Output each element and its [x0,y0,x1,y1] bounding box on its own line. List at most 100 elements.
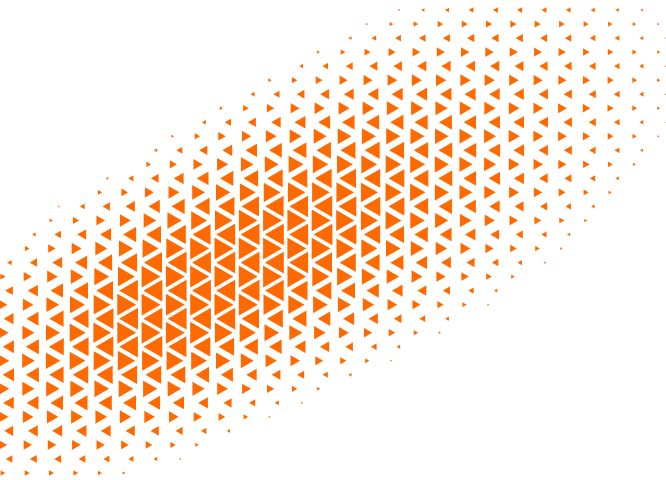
triangle-mark [93,294,111,315]
triangle-mark [411,270,423,283]
triangle-mark [190,265,210,288]
triangle-mark [195,366,210,383]
triangle-mark [461,20,468,28]
triangle-mark [364,141,380,159]
triangle-mark [441,60,451,72]
triangle-mark [563,117,572,128]
triangle-mark [291,77,298,84]
triangle-mark [583,48,590,56]
triangle-mark [313,128,327,144]
triangle-mark [5,286,13,295]
triangle-mark [49,218,53,223]
triangle-mark [4,425,14,437]
triangle-mark [243,170,259,187]
triangle-mark [27,284,38,297]
triangle-mark [146,225,161,244]
triangle-mark [141,321,161,344]
triangle-mark [170,441,176,448]
triangle-mark [533,75,543,86]
triangle-mark [95,308,114,330]
triangle-mark [239,183,256,202]
triangle-mark [410,241,424,257]
triangle-mark [22,381,35,396]
triangle-mark [517,260,522,266]
triangle-mark [367,88,379,101]
triangle-mark [290,103,300,114]
triangle-mark [240,157,254,172]
triangle-mark [240,223,260,246]
triangle-mark [70,296,85,314]
triangle-mark [584,218,588,223]
triangle-mark [607,48,614,56]
triangle-mark [120,214,131,227]
triangle-mark [264,223,284,246]
triangle-mark [191,211,208,230]
triangle-mark [144,187,154,198]
triangle-mark [54,230,61,239]
triangle-mark [143,335,163,358]
triangle-mark [79,203,85,210]
triangle-mark [632,105,638,111]
triangle-mark [238,293,258,316]
triangle-mark [95,336,114,357]
triangle-mark [415,255,428,270]
triangle-mark [385,183,402,202]
triangle-mark [199,145,208,155]
triangle-mark [143,307,163,330]
triangle-mark [391,284,403,297]
triangle-mark [361,268,376,285]
triangle-mark [362,298,375,312]
triangle-mark [242,130,252,142]
triangle-mark [273,90,280,98]
triangle-mark [217,382,228,395]
triangle-mark [336,210,355,231]
triangle-mark [445,316,449,321]
triangle-mark [195,442,199,447]
triangle-mark [142,239,159,258]
triangle-mark [24,245,30,252]
triangle-mark [508,129,520,143]
triangle-mark [171,134,174,138]
triangle-mark [517,7,523,13]
triangle-mark [337,155,353,174]
triangle-mark [386,269,400,284]
triangle-mark [216,184,231,201]
triangle-mark [240,251,260,274]
triangle-mark [319,341,330,353]
triangle-mark [169,224,186,245]
triangle-mark [49,366,64,384]
triangle-mark [513,116,524,129]
triangle-mark [145,441,153,449]
triangle-mark [312,266,330,287]
triangle-mark [50,283,63,298]
triangle-mark [583,160,590,169]
triangle-mark [218,337,235,356]
triangle-mark [128,175,134,182]
triangle-mark [216,352,231,370]
triangle-mark [93,322,112,343]
triangle-mark [119,336,138,358]
triangle-mark [439,114,452,130]
triangle-mark [249,399,256,407]
triangle-mark [435,212,449,229]
triangle-mark [393,314,402,324]
triangle-mark [192,381,205,396]
triangle-mark [313,195,333,218]
triangle-mark [0,383,10,395]
triangle-mark [488,143,501,158]
triangle-mark [435,241,448,256]
triangle-mark [167,212,182,229]
triangle-mark [567,232,571,237]
triangle-mark [46,297,60,312]
triangle-mark [123,395,136,411]
triangle-mark [437,301,444,309]
triangle-mark [391,87,403,101]
triangle-mark [360,210,378,231]
triangle-mark [165,293,185,316]
triangle-mark [632,49,637,55]
triangle-mark [410,212,425,229]
triangle-mark [122,471,126,475]
triangle-mark [485,47,494,57]
triangle-mark [489,200,500,213]
triangle-mark [268,78,272,83]
